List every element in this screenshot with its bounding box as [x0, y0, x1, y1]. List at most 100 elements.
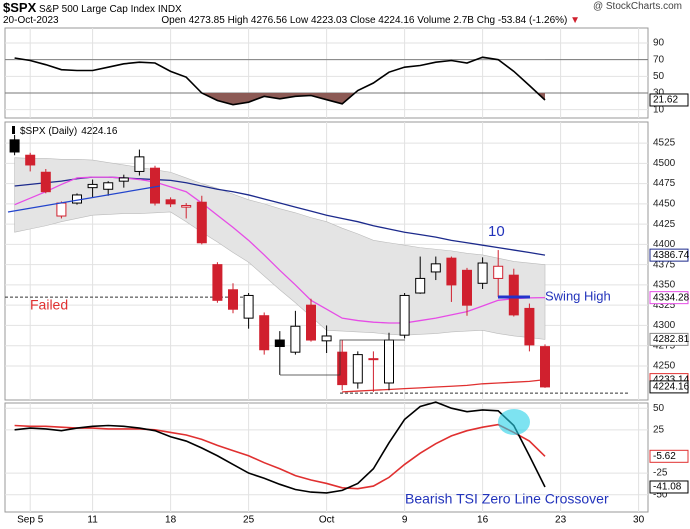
y-tick-label: 4500 [653, 158, 676, 169]
y-tick-label: -25 [653, 468, 668, 479]
symbol: $SPX [3, 0, 37, 15]
x-tick-label: 16 [477, 515, 489, 526]
candle-body [462, 269, 472, 306]
candle-body [212, 264, 223, 301]
value-box [649, 332, 689, 346]
high-label: High [227, 15, 249, 26]
candle-body [321, 335, 332, 342]
candle-body [508, 274, 519, 316]
y-tick-label: 90 [653, 38, 665, 49]
candle-body [40, 171, 51, 193]
trendline [7, 185, 161, 213]
volume-label: Volume [417, 15, 451, 26]
low-label: Low [289, 15, 309, 26]
candle-body [259, 315, 270, 351]
y-tick-label: 4475 [653, 178, 676, 189]
y-tick-label: 4300 [653, 320, 676, 331]
value-box [649, 449, 689, 463]
candle-body [274, 339, 285, 348]
candle-body [196, 201, 207, 244]
exchange: INDX [157, 4, 182, 15]
value-box-label: 4233.14 [653, 374, 690, 385]
candle-body [72, 194, 82, 204]
indicator-line [14, 56, 546, 106]
candle-body [290, 325, 301, 353]
candle-body [337, 351, 348, 386]
candle-body [118, 177, 129, 182]
close-label: Close [349, 15, 376, 26]
y-tick-label: 4375 [653, 259, 676, 270]
candle-body [165, 199, 176, 205]
y-tick-label: 4525 [653, 138, 676, 149]
value-box-label: -5.62 [653, 451, 676, 462]
annotation: Bearish TSI Zero Line Crossover [405, 491, 609, 507]
annotation: Swing High [545, 288, 611, 303]
annotation-lines [280, 339, 405, 376]
legend-icon [12, 126, 15, 134]
bollinger-band [14, 157, 546, 340]
x-tick-label: 23 [555, 515, 567, 526]
high-value: 4276.56 [250, 15, 288, 26]
y-tick-label: 4425 [653, 219, 676, 230]
candle-body [103, 182, 114, 190]
down-icon: ▼ [570, 15, 581, 26]
change-value: -53.84 (-1.26%) [497, 15, 568, 26]
legend-name: $SPX (Daily) [20, 126, 77, 137]
close-value: 4224.16 [378, 15, 415, 26]
value-box-label: 4386.74 [653, 250, 690, 261]
candle-body [134, 156, 145, 172]
candle-body [228, 289, 238, 310]
y-tick-label: 10 [653, 104, 665, 115]
source: @ StockCharts.com [592, 1, 682, 12]
date: 20-Oct-2023 [3, 15, 59, 26]
candle-body [493, 265, 504, 279]
title-line: $SPX S&P 500 Large Cap Index INDX [3, 0, 182, 15]
x-tick-label: 30 [633, 515, 645, 526]
candle-body [56, 202, 67, 217]
crossover-highlight [498, 409, 530, 435]
quote-line: 20-Oct-2023 Open 4273.85 High 4276.56 Lo… [3, 15, 580, 26]
x-tick-label: 11 [87, 515, 98, 526]
value-box [649, 248, 689, 262]
y-tick-label: 4350 [653, 280, 676, 291]
y-tick-label: 30 [653, 88, 665, 99]
open-label: Open [161, 15, 186, 26]
index-name: S&P 500 Large Cap Index [39, 4, 156, 15]
y-tick-label: 50 [653, 71, 665, 82]
x-tick-label: 18 [165, 515, 177, 526]
value-box-label: 21.62 [653, 95, 678, 106]
candle-body [9, 139, 20, 153]
annotation: Failed [30, 297, 68, 313]
volume-value: 2.7B [453, 15, 474, 26]
open-value: 4273.85 [188, 15, 225, 26]
candle-body [87, 183, 98, 189]
candle-body [181, 204, 192, 208]
value-box-label: 4334.28 [653, 292, 690, 303]
y-tick-label: 4325 [653, 300, 676, 311]
low-value: 4223.03 [311, 15, 348, 26]
y-tick-label: 70 [653, 54, 665, 65]
legend: $SPX (Daily) 4224.16 [20, 126, 118, 137]
y-tick-label: 4400 [653, 239, 676, 250]
candle-body [477, 262, 488, 284]
candle-body [399, 294, 410, 336]
candle-body [368, 358, 379, 361]
candle-body [306, 304, 316, 341]
y-tick-label: 50 [653, 403, 665, 414]
candle-body [150, 167, 160, 204]
candle-body [524, 307, 535, 346]
y-tick-label: 25 [653, 424, 665, 435]
x-tick-label: 9 [402, 515, 408, 526]
candle-body [25, 154, 36, 166]
candle-body [384, 339, 394, 384]
value-box [649, 480, 689, 494]
legend-value: 4224.16 [81, 126, 118, 137]
annotation: 10 [488, 223, 505, 240]
candle-body [352, 354, 363, 384]
x-tick-label: Sep 5 [17, 515, 44, 526]
candle-body [540, 346, 550, 388]
moving-average [342, 378, 546, 393]
candle-body [415, 277, 426, 294]
